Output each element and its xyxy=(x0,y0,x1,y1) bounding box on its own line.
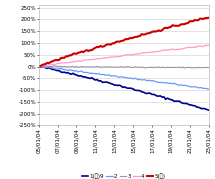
3 xyxy=(79,66,81,68)
4 xyxy=(207,44,210,46)
4 xyxy=(194,46,196,48)
1(小)9 xyxy=(70,73,73,75)
4 xyxy=(37,66,40,68)
5(大) xyxy=(194,19,196,21)
1(小)9 xyxy=(194,105,196,107)
3 xyxy=(197,66,200,69)
2 xyxy=(125,76,127,79)
4 xyxy=(139,53,141,55)
4 xyxy=(125,54,127,56)
5(大) xyxy=(77,52,80,54)
Legend: 1(小)9, 2, 3, 4, 5(大): 1(小)9, 2, 3, 4, 5(大) xyxy=(82,174,166,179)
Line: 2: 2 xyxy=(39,67,209,89)
2 xyxy=(70,69,73,71)
2 xyxy=(199,86,201,89)
5(大) xyxy=(139,35,141,37)
3 xyxy=(37,66,40,68)
2 xyxy=(37,66,40,68)
1(小)9 xyxy=(207,109,210,111)
Line: 5(大): 5(大) xyxy=(39,18,209,67)
3 xyxy=(144,67,146,69)
4 xyxy=(70,61,73,63)
3 xyxy=(207,66,210,69)
1(小)9 xyxy=(125,87,127,89)
1(小)9 xyxy=(77,75,80,77)
1(小)9 xyxy=(37,66,40,68)
Line: 4: 4 xyxy=(39,45,209,67)
5(大) xyxy=(199,18,201,20)
3 xyxy=(140,66,143,69)
5(大) xyxy=(70,54,73,56)
3 xyxy=(127,66,129,68)
5(大) xyxy=(125,38,127,40)
1(小)9 xyxy=(139,90,141,92)
2 xyxy=(77,71,80,73)
5(大) xyxy=(37,66,40,68)
3 xyxy=(72,65,74,67)
2 xyxy=(139,78,141,80)
5(大) xyxy=(207,17,210,19)
1(小)9 xyxy=(199,107,201,109)
4 xyxy=(199,45,201,47)
Line: 3: 3 xyxy=(39,66,209,68)
Line: 1(小)9: 1(小)9 xyxy=(39,67,209,110)
4 xyxy=(77,59,80,62)
2 xyxy=(207,88,210,90)
3 xyxy=(53,65,55,67)
2 xyxy=(194,86,196,88)
3 xyxy=(202,66,205,69)
